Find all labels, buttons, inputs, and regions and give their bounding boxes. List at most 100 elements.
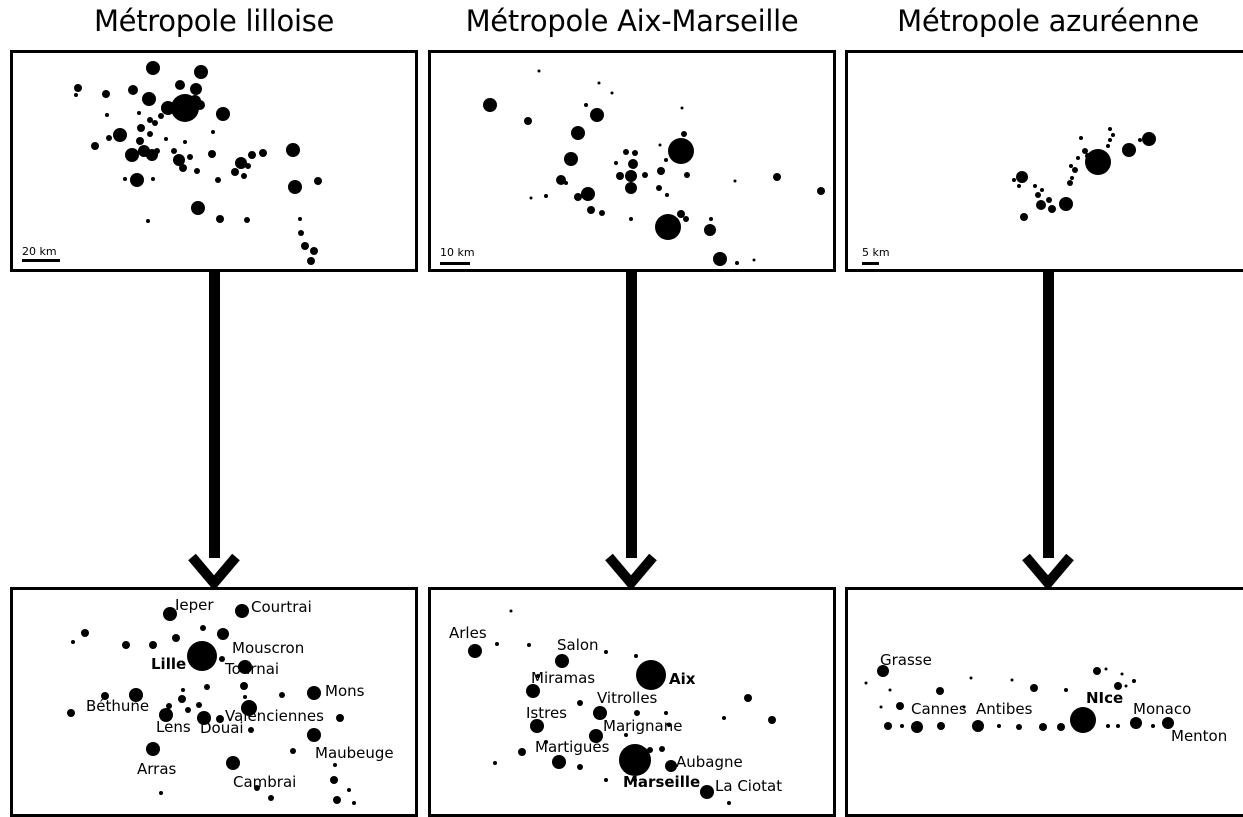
city-label-azur: Menton <box>1171 727 1227 745</box>
map-aix-dot <box>735 261 739 265</box>
sch-aix-dot <box>509 609 513 613</box>
sch-lille-dot <box>185 707 191 713</box>
map-aix-dot <box>564 181 568 185</box>
scale-label-lille: 20 km <box>22 245 57 258</box>
sch-aix-dot <box>493 761 497 765</box>
sch-lille-dot <box>279 692 285 698</box>
city-label-lille: Tournai <box>224 660 279 678</box>
sch-lille-dot <box>204 684 210 690</box>
sch-lille-dot <box>248 727 254 733</box>
schema-panel-lille: Ieper Courtrai Mouscron Lille Tournai Mons Bét… <box>10 587 418 817</box>
sch-aix-dot <box>589 729 603 743</box>
sch-lille-dot <box>200 625 206 631</box>
sch-aix-dot <box>664 711 668 715</box>
arrow-aix-marseille <box>605 272 657 591</box>
sch-aix-dot <box>744 694 752 702</box>
sch-azur-dot <box>1124 684 1128 688</box>
map-azur-dot <box>1020 213 1028 221</box>
sch-aix-dot <box>555 654 569 668</box>
sch-lille-dot <box>196 702 202 708</box>
sch-azur-dot <box>1093 667 1101 675</box>
city-label-azur: Monaco <box>1133 700 1191 718</box>
sch-azur-dot <box>900 724 904 728</box>
sch-lille-dot <box>163 607 177 621</box>
sch-lille-dot <box>172 634 180 642</box>
map-aix-dot <box>704 224 716 236</box>
map-azur-dot <box>1111 133 1115 137</box>
map-azur-dot <box>1067 180 1073 186</box>
sch-azur-dot <box>1132 679 1136 683</box>
sch-aix-dot <box>633 778 637 782</box>
city-label-aix: Miramas <box>531 669 595 687</box>
sch-aix-dot <box>526 684 540 698</box>
sch-aix-dot <box>552 755 566 769</box>
map-lille-dot <box>298 217 302 221</box>
map-lille-dot <box>211 130 215 134</box>
sch-azur-dot <box>884 722 892 730</box>
city-label-lille: Mouscron <box>232 639 304 657</box>
sch-azur-dot <box>1070 707 1096 733</box>
map-lille-dot <box>158 113 164 119</box>
map-lille-dot <box>123 177 127 181</box>
map-azur-dot <box>1108 127 1112 131</box>
sch-azur-dot <box>1151 724 1155 728</box>
sch-lille-dot <box>254 785 260 791</box>
map-lille-dot <box>146 219 150 223</box>
map-aix-dot <box>657 167 665 175</box>
sch-lille-dot <box>216 715 224 723</box>
sch-lille-dot <box>243 695 247 699</box>
map-lille-dot <box>187 154 193 160</box>
map-lille-dot <box>288 180 302 194</box>
map-aix-dot <box>632 150 638 156</box>
map-aix-dot <box>483 98 497 112</box>
sch-aix-dot <box>768 716 776 724</box>
city-label-aix: Martigues <box>535 738 610 756</box>
city-label-azur: Cannes <box>911 700 967 718</box>
sch-azur-dot <box>1106 724 1110 728</box>
map-lille-dot <box>74 84 82 92</box>
sch-azur-dot <box>896 702 904 710</box>
city-label-aix: Aubagne <box>676 753 743 771</box>
map-panel-azur: 5 km <box>845 50 1243 272</box>
schema-panel-aix-marseille: Arles Salon Miramas Aix Vitrolles Istres Marig… <box>428 587 836 817</box>
map-aix-dot <box>677 210 685 218</box>
sch-lille-dot <box>181 688 185 692</box>
map-lille-dot <box>164 137 168 141</box>
map-lille-dot <box>113 128 127 142</box>
sch-azur-dot <box>1064 688 1068 692</box>
map-lille-dot <box>146 61 160 75</box>
map-lille-dot <box>216 215 224 223</box>
sch-azur-dot <box>1057 723 1065 731</box>
sch-lille-dot <box>71 640 75 644</box>
sch-aix-dot <box>722 716 726 720</box>
map-azur-dot <box>1082 148 1088 154</box>
map-lille-dot <box>191 201 205 215</box>
map-lille-dot <box>136 137 144 145</box>
map-aix-dot <box>590 108 604 122</box>
map-lille-dot <box>208 150 216 158</box>
sch-lille-dot <box>81 629 89 637</box>
map-lille-dot <box>183 140 187 144</box>
sch-azur-dot <box>911 721 923 733</box>
sch-lille-dot <box>217 628 229 640</box>
sch-lille-dot <box>122 641 130 649</box>
city-label-azur: Antibes <box>976 700 1033 718</box>
sch-lille-dot <box>330 776 338 784</box>
city-label-lille: Béthune <box>86 697 149 715</box>
map-azur-dot <box>1035 192 1041 198</box>
city-label-lille: Mons <box>325 682 365 700</box>
map-aix-dot <box>556 175 566 185</box>
sch-azur-dot <box>1104 667 1108 671</box>
map-lille-dot <box>161 101 175 115</box>
map-aix-dot <box>665 193 669 197</box>
map-aix-dot <box>642 172 648 178</box>
sch-lille-dot <box>159 791 163 795</box>
map-lille-dot <box>125 148 139 162</box>
map-lille-dot <box>128 85 138 95</box>
sch-aix-dot <box>659 746 665 752</box>
sch-aix-dot <box>544 740 548 744</box>
map-azur-dot <box>1040 188 1044 192</box>
map-azur-dot <box>1072 167 1078 173</box>
sch-azur-dot <box>936 687 944 695</box>
sch-lille-dot <box>159 708 173 722</box>
